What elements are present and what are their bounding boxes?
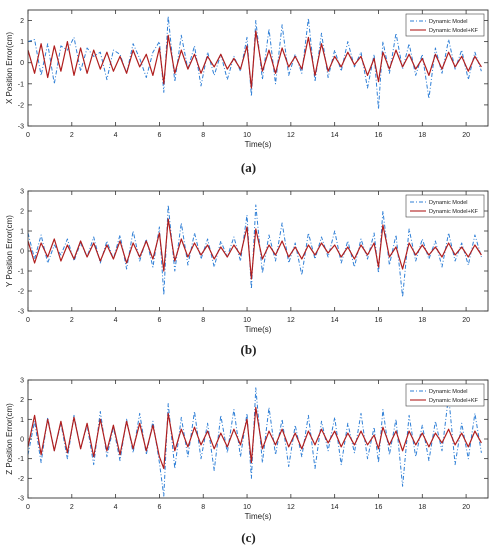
x-tick-label: 16 (375, 317, 383, 324)
x-tick-label: 4 (114, 317, 118, 324)
y-tick-label: 3 (20, 378, 24, 385)
legend: Dynamic Model Dynamic Model+KF (405, 383, 485, 407)
x-tick-label: 12 (287, 317, 295, 324)
y-tick-label: 0 (20, 60, 24, 67)
x-tick-label: 6 (157, 504, 161, 511)
y-tick-label: -2 (18, 289, 24, 296)
x-tick-label: 16 (375, 132, 383, 139)
x-tick-label: 12 (287, 132, 295, 139)
legend-entry: Dynamic Model (429, 389, 468, 395)
x-tick-label: 4 (114, 504, 118, 511)
x-tick-label: 8 (201, 132, 205, 139)
legend-entry: Dynamic Model+KF (429, 28, 479, 34)
x-tick-label: 2 (70, 504, 74, 511)
x-axis-label: Time(s) (245, 325, 272, 334)
x-tick-label: 0 (26, 317, 30, 324)
series-line-dynamic-model-kf (27, 30, 482, 89)
x-tick-label: 14 (331, 132, 339, 139)
y-tick-label: 1 (20, 39, 24, 46)
axes-box (27, 190, 489, 312)
x-tick-label: 18 (418, 504, 426, 511)
y-axis-label: Z Position Error(cm) (5, 403, 14, 475)
x-tick-label: 10 (243, 132, 251, 139)
axes-box (27, 379, 489, 499)
panel-label-b: (b) (240, 342, 257, 357)
series-line-dynamic-model (27, 204, 482, 298)
x-axis-label: Time(s) (245, 512, 272, 521)
legend: Dynamic Model Dynamic Model+KF (405, 13, 485, 37)
y-tick-label: 1 (20, 417, 24, 424)
y-axis-label: Y Position Error(cm) (5, 215, 14, 287)
legend-entry: Dynamic Model (429, 200, 468, 206)
y-tick-label: -3 (18, 309, 24, 316)
x-tick-label: 18 (418, 132, 426, 139)
y-tick-label: 3 (20, 189, 24, 196)
x-tick-label: 16 (375, 504, 383, 511)
y-tick-label: 2 (20, 209, 24, 216)
series-line-dynamic-model-kf (27, 218, 482, 280)
panel-label-c: (c) (241, 530, 256, 545)
x-tick-label: 18 (418, 317, 426, 324)
y-axis-label: X Position Error(cm) (5, 32, 14, 104)
x-tick-label: 14 (331, 317, 339, 324)
series-line-dynamic-model-kf (27, 406, 482, 470)
x-tick-label: 10 (243, 504, 251, 511)
legend-entry: Dynamic Model (429, 19, 468, 25)
x-tick-label: 6 (157, 317, 161, 324)
y-tick-label: -2 (18, 476, 24, 483)
y-tick-label: 2 (20, 18, 24, 25)
x-axis-label: Time(s) (245, 140, 272, 149)
axes-box (27, 9, 489, 127)
panel-label-a: (a) (240, 160, 257, 175)
x-tick-label: 20 (462, 132, 470, 139)
y-tick-label: -2 (18, 102, 24, 109)
x-tick-label: 4 (114, 132, 118, 139)
x-tick-label: 8 (201, 317, 205, 324)
y-tick-label: -1 (18, 81, 24, 88)
y-tick-label: -3 (18, 496, 24, 503)
x-tick-label: 20 (462, 317, 470, 324)
x-tick-label: 14 (331, 504, 339, 511)
x-tick-label: 12 (287, 504, 295, 511)
x-tick-label: 2 (70, 132, 74, 139)
y-tick-label: 2 (20, 397, 24, 404)
x-tick-label: 20 (462, 504, 470, 511)
x-tick-label: 10 (243, 317, 251, 324)
legend: Dynamic Model Dynamic Model+KF (405, 194, 485, 218)
y-tick-label: -3 (18, 124, 24, 131)
legend-entry: Dynamic Model+KF (429, 398, 479, 404)
x-tick-label: 8 (201, 504, 205, 511)
x-tick-label: 0 (26, 504, 30, 511)
y-tick-label: 0 (20, 437, 24, 444)
y-tick-label: 0 (20, 249, 24, 256)
y-tick-label: -1 (18, 269, 24, 276)
y-tick-label: -1 (18, 456, 24, 463)
y-tick-label: 1 (20, 229, 24, 236)
x-tick-label: 6 (157, 132, 161, 139)
x-tick-label: 2 (70, 317, 74, 324)
x-tick-label: 0 (26, 132, 30, 139)
legend-entry: Dynamic Model+KF (429, 209, 479, 215)
